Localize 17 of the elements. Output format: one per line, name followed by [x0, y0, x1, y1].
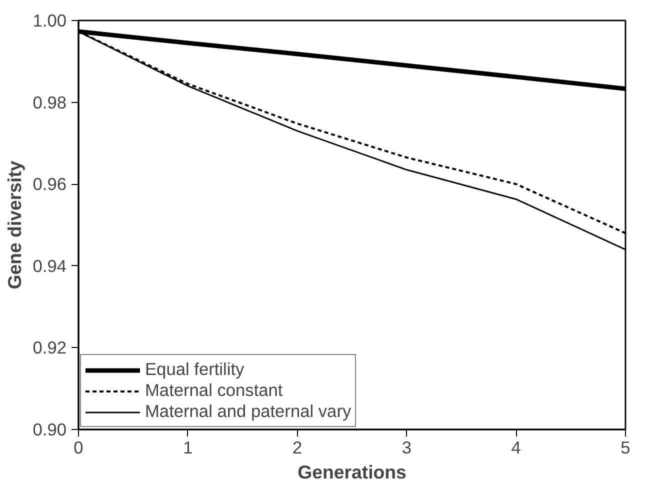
- x-tick-label: 5: [620, 438, 630, 458]
- legend-label: Maternal constant: [145, 380, 283, 401]
- x-tick-label: 2: [292, 438, 302, 458]
- y-tick-label: 0.96: [32, 174, 67, 194]
- y-tick-label: 1.00: [32, 10, 67, 30]
- legend-label: Equal fertility: [145, 359, 244, 380]
- y-tick-label: 0.98: [32, 92, 67, 112]
- x-tick-label: 0: [74, 438, 84, 458]
- y-tick-label: 0.92: [32, 338, 67, 358]
- y-axis-title: Gene diversity: [4, 160, 25, 290]
- x-tick-label: 3: [402, 438, 412, 458]
- y-tick-label: 0.90: [32, 420, 67, 440]
- x-tick-label: 4: [511, 438, 522, 458]
- x-axis-title: Generations: [298, 462, 406, 482]
- x-tick-label: 1: [183, 438, 193, 458]
- legend-label: Maternal and paternal vary: [145, 401, 352, 422]
- y-tick-label: 0.94: [32, 256, 67, 276]
